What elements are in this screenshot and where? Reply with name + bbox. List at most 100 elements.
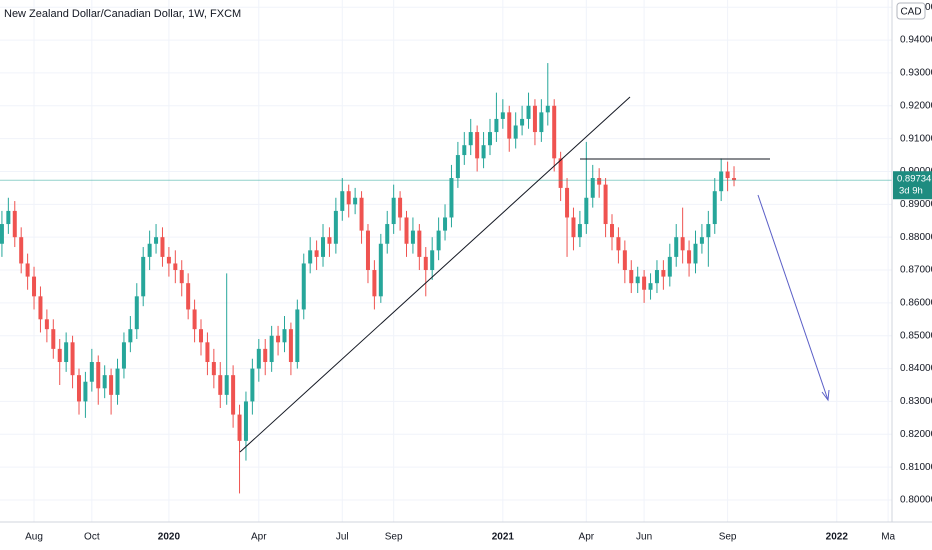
candle-body bbox=[218, 375, 223, 395]
candle-body bbox=[706, 224, 711, 238]
x-tick-label: Jul bbox=[336, 532, 349, 543]
candle-body bbox=[76, 375, 81, 402]
chart-title: New Zealand Dollar/Canadian Dollar, 1W, … bbox=[4, 8, 241, 20]
candle-body bbox=[732, 178, 737, 181]
candle-body bbox=[642, 276, 647, 290]
price-axis bbox=[892, 0, 932, 550]
candle-body bbox=[487, 132, 492, 146]
x-tick-label: Ma bbox=[881, 532, 895, 543]
candle-body bbox=[250, 368, 255, 402]
candle-body bbox=[25, 263, 30, 277]
x-tick-label: 2020 bbox=[158, 532, 181, 543]
candle-body bbox=[340, 191, 345, 211]
candle-body bbox=[385, 224, 390, 244]
candle-body bbox=[256, 348, 261, 369]
candle-body bbox=[205, 342, 210, 363]
candle-body bbox=[661, 270, 666, 277]
candle-body bbox=[648, 283, 653, 290]
candle-body bbox=[539, 112, 544, 133]
candle-body bbox=[64, 342, 69, 363]
candle-body bbox=[224, 375, 229, 395]
candle-body bbox=[629, 270, 634, 284]
candle-body bbox=[475, 132, 480, 159]
candle-body bbox=[89, 362, 94, 382]
candle-body bbox=[166, 256, 171, 264]
candle-body bbox=[436, 230, 441, 251]
candle-body bbox=[391, 197, 396, 225]
candle-body bbox=[558, 158, 563, 188]
countdown-label: 3d 9h bbox=[899, 186, 923, 197]
x-tick-label: 2021 bbox=[492, 532, 515, 543]
candle-body bbox=[577, 224, 582, 238]
candle-body bbox=[308, 250, 313, 264]
candle-body bbox=[173, 263, 178, 271]
candle-body bbox=[32, 276, 37, 297]
candle-body bbox=[237, 414, 242, 441]
candle-body bbox=[687, 250, 692, 264]
candle-body bbox=[500, 112, 505, 119]
candle-body bbox=[199, 329, 204, 343]
candle-body bbox=[423, 256, 428, 271]
candle-body bbox=[0, 224, 4, 244]
candle-body bbox=[333, 210, 338, 244]
candle-body bbox=[154, 237, 159, 244]
candle-body bbox=[398, 197, 403, 218]
currency-badge[interactable] bbox=[896, 2, 926, 20]
x-tick-label: Sep bbox=[719, 532, 737, 543]
trend-line[interactable] bbox=[239, 96, 631, 453]
candle-body bbox=[610, 224, 615, 238]
arrow-head bbox=[821, 389, 830, 402]
x-tick-label: Aug bbox=[25, 532, 43, 543]
x-tick-label: Apr bbox=[251, 532, 267, 543]
candle-body bbox=[616, 237, 621, 251]
candle-body bbox=[115, 368, 120, 395]
candle-body bbox=[545, 105, 550, 113]
candle-body bbox=[654, 270, 659, 284]
candle-body bbox=[584, 197, 589, 225]
candle-body bbox=[346, 191, 351, 205]
last-price-label: 0.89734 bbox=[897, 174, 931, 185]
candle-body bbox=[430, 250, 435, 271]
candle-body bbox=[102, 375, 107, 389]
candle-body bbox=[590, 178, 595, 198]
candle-body bbox=[12, 210, 17, 238]
candle-body bbox=[597, 178, 602, 185]
candle-body bbox=[121, 342, 126, 369]
candle-body bbox=[353, 197, 358, 205]
candle-body bbox=[83, 381, 88, 402]
candle-body bbox=[359, 197, 364, 231]
candle-body bbox=[282, 329, 287, 343]
y-tick-label: 0.94000 bbox=[900, 35, 932, 46]
candle-body bbox=[109, 375, 114, 395]
candle-body bbox=[725, 171, 730, 179]
forecast-arrow[interactable] bbox=[757, 194, 829, 401]
candle-body bbox=[680, 237, 685, 251]
x-tick-label: Jun bbox=[636, 532, 652, 543]
candle-body bbox=[288, 329, 293, 363]
candle-body bbox=[635, 276, 640, 284]
candle-body bbox=[622, 250, 627, 271]
candle-body bbox=[70, 342, 75, 376]
candle-body bbox=[44, 319, 49, 330]
candle-body bbox=[699, 237, 704, 244]
candle-body bbox=[128, 329, 133, 343]
x-tick-label: Oct bbox=[84, 532, 100, 543]
candle-body bbox=[160, 237, 165, 257]
candle-body bbox=[231, 375, 236, 415]
candle-body bbox=[494, 118, 499, 133]
candle-body bbox=[263, 348, 268, 363]
candle-body bbox=[147, 243, 152, 257]
candle-body bbox=[365, 230, 370, 271]
candle-body bbox=[571, 217, 576, 238]
candle-body bbox=[468, 132, 473, 146]
candle-body bbox=[141, 256, 146, 297]
candle-body bbox=[526, 105, 531, 119]
